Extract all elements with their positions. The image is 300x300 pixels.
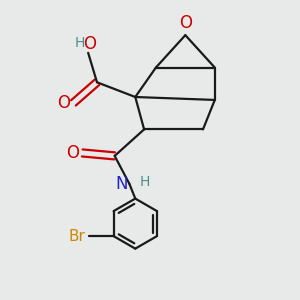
Text: Br: Br (69, 229, 86, 244)
Text: H: H (140, 176, 150, 189)
Text: H: H (75, 36, 85, 50)
Text: O: O (83, 35, 96, 53)
Text: O: O (179, 14, 192, 32)
Text: O: O (66, 144, 79, 162)
Text: N: N (116, 175, 128, 193)
Text: O: O (57, 94, 70, 112)
